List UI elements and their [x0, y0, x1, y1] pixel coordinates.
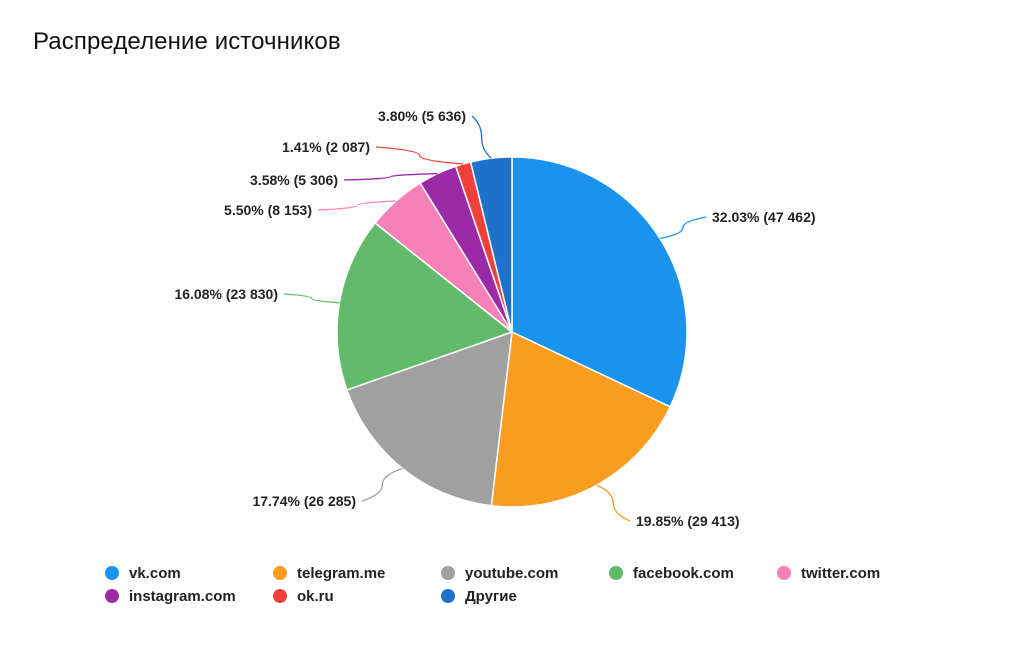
slice-data-label: 5.50% (8 153) — [224, 202, 312, 218]
legend-item-facebook[interactable]: facebook.com — [609, 563, 777, 583]
slice-data-label: 16.08% (23 830) — [174, 286, 278, 302]
legend-label: telegram.me — [297, 564, 386, 582]
leader-line — [317, 200, 396, 211]
legend-swatch — [273, 589, 287, 603]
legend-label: vk.com — [129, 564, 181, 582]
legend-label: Другие — [465, 587, 517, 605]
chart-title: Распределение источников — [33, 28, 341, 55]
legend: vk.com telegram.me youtube.com facebook.… — [105, 563, 965, 606]
legend-swatch — [777, 566, 791, 580]
legend-item-vk[interactable]: vk.com — [105, 563, 273, 583]
legend-item-twitter[interactable]: twitter.com — [777, 563, 945, 583]
legend-item-other[interactable]: Другие — [441, 586, 609, 606]
legend-swatch — [273, 566, 287, 580]
slice-labels: 32.03% (47 462) 19.85% (29 413) 17.74% (26… — [174, 108, 815, 529]
leader-line — [361, 467, 403, 502]
pie-slice-youtube-com[interactable] — [345, 330, 513, 507]
legend-swatch — [609, 566, 623, 580]
pie-slice-facebook-com[interactable] — [336, 221, 514, 391]
slice-data-label: 19.85% (29 413) — [636, 513, 740, 529]
leader-line — [471, 115, 492, 159]
legend-label: twitter.com — [801, 564, 881, 582]
legend-label: youtube.com — [465, 564, 559, 582]
slice-data-label: 17.74% (26 285) — [252, 493, 356, 509]
pie-slice-vk-com[interactable] — [511, 156, 688, 408]
legend-swatch — [105, 589, 119, 603]
legend-item-youtube[interactable]: youtube.com — [441, 563, 609, 583]
leader-line — [659, 216, 707, 240]
legend-label: instagram.com — [129, 587, 236, 605]
leader-line — [375, 146, 464, 165]
slice-data-label: 1.41% (2 087) — [282, 139, 370, 155]
legend-item-telegram[interactable]: telegram.me — [273, 563, 441, 583]
legend-swatch — [441, 566, 455, 580]
legend-item-ok[interactable]: ok.ru — [273, 586, 441, 606]
legend-label: facebook.com — [633, 564, 734, 582]
slice-data-label: 3.58% (5 306) — [250, 172, 338, 188]
legend-item-instagram[interactable]: instagram.com — [105, 586, 273, 606]
leader-line — [283, 293, 340, 304]
leader-line — [596, 484, 631, 522]
pie-chart: 32.03% (47 462) 19.85% (29 413) 17.74% (26… — [174, 108, 815, 529]
legend-label: ok.ru — [297, 587, 334, 605]
legend-swatch — [441, 589, 455, 603]
slice-data-label: 3.80% (5 636) — [378, 108, 466, 124]
pie-slices — [336, 156, 688, 508]
leader-line — [343, 173, 438, 181]
slice-data-label: 32.03% (47 462) — [712, 209, 816, 225]
legend-swatch — [105, 566, 119, 580]
label-leader-lines — [283, 115, 707, 522]
